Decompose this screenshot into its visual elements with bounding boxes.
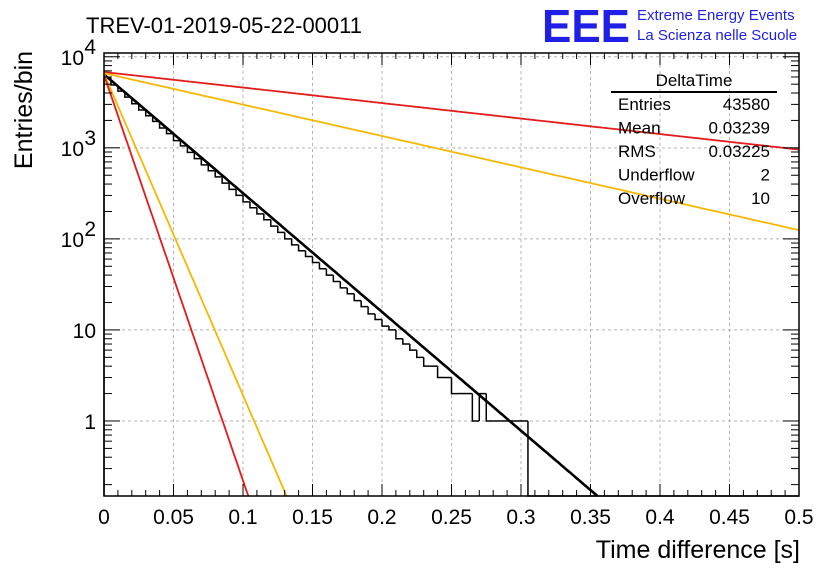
histogram-bin (277, 226, 285, 234)
y-tick-exponent: 4 (84, 36, 96, 59)
histogram-bin (374, 313, 382, 321)
histogram-bin (263, 213, 271, 221)
y-tick-label: 10 (61, 47, 84, 70)
stats-row-value: 43580 (723, 95, 770, 114)
x-tick-label: 0.3 (506, 506, 535, 529)
fit-curve (103, 73, 599, 497)
histogram-bin (402, 338, 410, 345)
stats-row-value: 2 (761, 166, 770, 185)
histogram-bin (242, 195, 250, 203)
histogram-bin (221, 176, 230, 184)
histogram-bin (395, 329, 403, 340)
histogram-bin (325, 268, 334, 276)
logo-mark: EEE (542, 0, 630, 52)
histogram-bin (339, 281, 348, 289)
x-tick-label: 0.5 (784, 506, 813, 529)
y-tick-label: 10 (73, 320, 96, 343)
histogram-bin (471, 393, 480, 422)
x-tick-label: 0.1 (228, 506, 257, 529)
eee-logo: EEE Extreme Energy Events La Scienza nel… (542, 0, 797, 52)
histogram-bin (360, 300, 369, 308)
histogram-bin (172, 133, 181, 142)
histogram-bin (179, 140, 188, 147)
fit-curve (103, 71, 800, 151)
y-tick-label: 1 (84, 411, 96, 434)
y-tick-exponent: 2 (84, 218, 96, 241)
x-axis: 0 0.05 0.1 0.15 0.2 0.25 0.3 0.35 0.4 0.45 0.5 (98, 53, 814, 529)
histogram-bin (186, 145, 195, 154)
y-tick-label: 10 (61, 229, 84, 252)
grid (104, 53, 799, 496)
histogram-bin (193, 152, 202, 160)
histogram-bin (200, 158, 209, 166)
x-tick-label: 0.45 (709, 506, 750, 529)
fit-curve (103, 74, 250, 497)
histogram-bin (388, 326, 396, 331)
histogram-bin (311, 256, 320, 264)
histogram-bin (207, 164, 216, 172)
stats-box: DeltaTime Entries 43580 Mean 0.03239 RMS 0.03… (611, 71, 777, 208)
histogram-bin (332, 275, 341, 283)
x-tick-label: 0.25 (431, 506, 472, 529)
x-tick-label: 0.2 (367, 506, 396, 529)
histogram-bin (409, 344, 417, 351)
histogram-bin (235, 189, 243, 197)
y-axis-label: Entries/bin (10, 51, 38, 169)
histogram-bin (416, 350, 424, 359)
histogram-bin (450, 377, 459, 395)
histogram-bin (527, 420, 535, 497)
x-axis-label: Time difference [s] (596, 536, 800, 564)
stats-row-value: 0.03225 (709, 142, 770, 161)
histogram-bin (249, 201, 257, 209)
histogram-bin (304, 250, 313, 258)
histogram-bin (381, 319, 389, 327)
stats-row-label: Overflow (618, 189, 686, 208)
histogram-bin (422, 357, 431, 367)
chart-title: TREV-01-2019-05-22-00011 (86, 13, 362, 38)
histogram-bin (318, 262, 327, 270)
histogram-bin (367, 306, 376, 315)
fit-curve (103, 73, 288, 497)
histogram-bin (144, 110, 153, 117)
histogram-bin (228, 183, 237, 191)
histogram-bin (270, 219, 278, 227)
histogram-bin (256, 207, 264, 215)
histogram-bin (103, 77, 111, 496)
histogram-bin (346, 287, 355, 295)
x-tick-label: 0 (98, 506, 110, 529)
stats-row-label: Entries (618, 95, 671, 114)
y-tick-exponent: 3 (84, 127, 96, 150)
histogram-bin (297, 244, 306, 252)
logo-line-1: Extreme Energy Events (637, 7, 795, 24)
stats-row-label: Mean (618, 119, 661, 138)
histogram-bin (290, 238, 299, 246)
histogram-bin (353, 293, 362, 302)
stats-row-value: 10 (751, 189, 770, 208)
histogram-bin (214, 170, 223, 178)
fit-curve (103, 72, 800, 231)
histogram-bin (436, 366, 445, 379)
y-tick-label: 10 (61, 138, 84, 161)
stats-row-label: RMS (618, 142, 656, 161)
x-tick-label: 0.35 (570, 506, 611, 529)
histogram-bin (283, 232, 292, 240)
histogram-bin (165, 128, 174, 135)
histogram-bin (138, 103, 146, 111)
fit-curves (103, 71, 800, 497)
stats-row-value: 0.03239 (709, 119, 770, 138)
x-tick-label: 0.15 (292, 506, 333, 529)
x-tick-label: 0.4 (645, 506, 675, 529)
stats-row-label: Underflow (618, 166, 695, 185)
x-tick-label: 0.05 (153, 506, 194, 529)
logo-line-2: La Scienza nelle Scuole (637, 27, 797, 44)
histogram-bin (485, 393, 494, 422)
stats-name: DeltaTime (656, 71, 733, 90)
